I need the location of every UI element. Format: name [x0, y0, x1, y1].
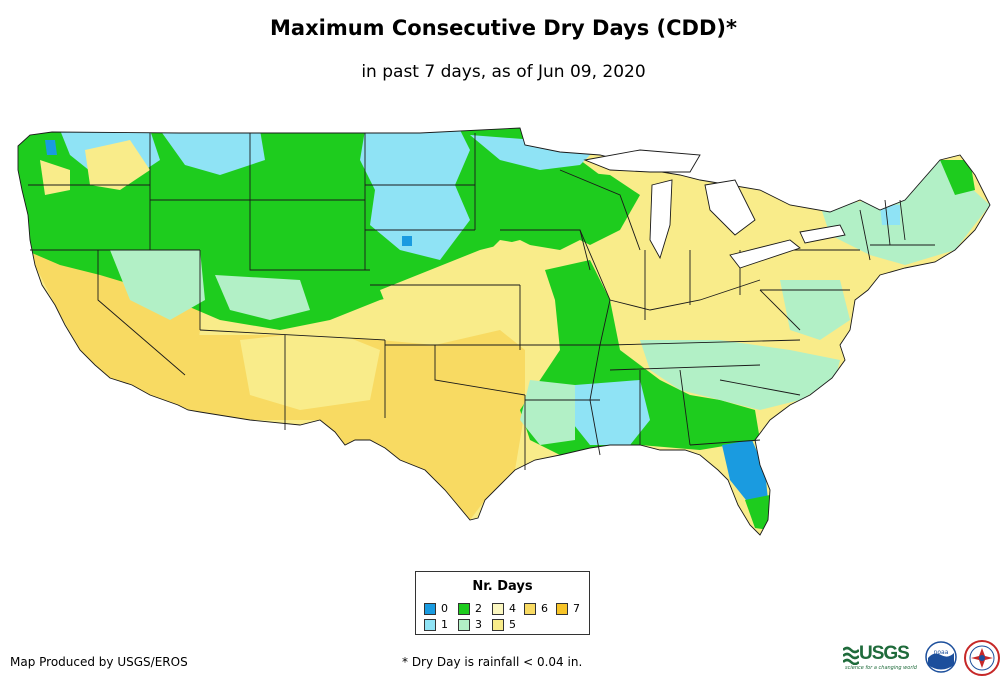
legend-label-4: 4 [509, 602, 516, 615]
patch-nebraska-blue [402, 236, 412, 246]
patch-washington-blue [45, 140, 57, 155]
legend-swatch-7 [556, 602, 568, 615]
region-southeast-aqua [640, 340, 840, 410]
region-upper-midwest-green [560, 170, 640, 245]
legend-label-0: 0 [441, 602, 448, 615]
region-florida-blue [722, 440, 768, 505]
legend-item-6: 6 [524, 602, 548, 615]
legend: Nr. Days 0 1 2 3 4 5 6 7 [415, 571, 590, 635]
usgs-wave-3 [843, 658, 859, 665]
region-new-england-aqua [820, 160, 990, 265]
legend-swatch-1 [424, 618, 436, 631]
legend-title: Nr. Days [472, 579, 533, 594]
lake-huron [704, 179, 756, 236]
legend-item-0: 0 [424, 602, 448, 615]
legend-swatch-3 [458, 618, 470, 631]
dry-days-fill [18, 128, 990, 535]
region-northwest-light-blue-2 [160, 130, 265, 175]
border-vt-nh [884, 199, 891, 246]
border-va-wv [759, 289, 801, 331]
legend-label-3: 3 [475, 618, 482, 631]
usgs-tagline: science for a changing world [845, 665, 917, 671]
usgs-wave-2 [843, 652, 859, 660]
border-wy-co [249, 200, 370, 271]
border-tn-south [609, 364, 761, 371]
nws-logo-center [979, 655, 985, 661]
legend-item-7: 7 [556, 602, 580, 615]
lake-superior [583, 149, 701, 173]
region-colorado-plateau-aqua [215, 275, 310, 320]
great-lakes [583, 149, 846, 269]
border-al-ga [679, 369, 691, 446]
legend-item-4: 4 [492, 602, 516, 615]
lake-erie [729, 239, 801, 269]
dry-day-footnote: * Dry Day is rainfall < 0.04 in. [402, 655, 583, 669]
map-subtitle: in past 7 days, as of Jun 09, 2020 [361, 62, 646, 82]
nws-logo [964, 640, 1000, 676]
border-nc-sc [719, 379, 801, 396]
legend-label-1: 1 [441, 618, 448, 631]
border-four-corners [199, 329, 386, 341]
region-great-basin-aqua [110, 250, 205, 320]
legend-swatch-6 [524, 602, 536, 615]
legend-swatch-2 [458, 602, 470, 615]
region-dakotas-light-blue [360, 130, 470, 260]
usgs-wordmark: USGS [859, 643, 910, 664]
producer-credit: Map Produced by USGS/EROS [10, 655, 188, 669]
border-ny-vt [859, 209, 871, 261]
legend-label-2: 2 [475, 602, 482, 615]
legend-item-1: 1 [424, 618, 448, 631]
lake-michigan [649, 179, 673, 260]
region-maine-green [940, 160, 975, 195]
legend-item-3: 3 [458, 618, 482, 631]
border-nh-me [899, 199, 906, 241]
border-fl-north [689, 439, 761, 446]
legend-swatch-0 [424, 602, 436, 615]
border-ohio-river [609, 279, 761, 311]
legend-label-6: 6 [541, 602, 548, 615]
noaa-logo: noaa [925, 641, 957, 673]
noaa-logo-text: noaa [934, 649, 949, 656]
usgs-wave-icon [843, 646, 859, 665]
state-boundaries [17, 127, 991, 536]
map-title: Maximum Consecutive Dry Days (CDD)* [270, 16, 737, 40]
usgs-logo: USGS science for a changing world [843, 643, 919, 673]
border-ok-tx [434, 345, 526, 396]
border-tn-north [609, 339, 801, 346]
region-idaho-tan [85, 140, 150, 190]
region-gulf-coast-blue [570, 380, 650, 445]
legend-swatch-5 [492, 618, 504, 631]
noaa-logo-wave [928, 653, 954, 670]
region-mid-atlantic-aqua [780, 280, 850, 340]
border-wi-mi [559, 169, 641, 251]
usgs-wave-1 [843, 646, 859, 654]
region-oregon-tan [40, 160, 70, 195]
legend-item-5: 5 [492, 618, 516, 631]
border-nv-west [97, 250, 186, 376]
region-southwest-paler [240, 330, 380, 410]
lake-ontario [799, 224, 846, 244]
region-florida-green [745, 495, 770, 530]
legend-label-7: 7 [573, 602, 580, 615]
region-louisiana-aqua [520, 380, 575, 445]
legend-label-5: 5 [509, 618, 516, 631]
region-nh-blue [880, 205, 900, 225]
legend-item-2: 2 [458, 602, 482, 615]
border-mississippi-river [579, 229, 611, 456]
legend-swatch-4 [492, 602, 504, 615]
